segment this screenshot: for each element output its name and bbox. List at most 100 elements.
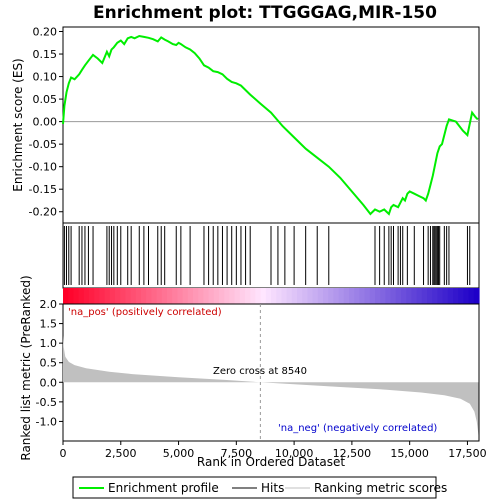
hit-marks <box>63 226 471 285</box>
x-tick-label: 12,500 <box>333 447 372 460</box>
color-bar-segment <box>297 288 303 304</box>
color-bar-segment <box>447 288 454 304</box>
color-bar-segment <box>307 288 314 304</box>
metric-panel-frame <box>62 303 480 442</box>
annotation-zero-cross: Zero cross at 8540 <box>213 366 307 377</box>
color-bar-segment <box>177 288 184 304</box>
color-bar-segment <box>271 288 277 304</box>
color-bar-segment <box>473 288 480 304</box>
color-bar-segment <box>115 288 121 304</box>
color-bar-segment <box>385 288 392 304</box>
color-bar-segment <box>406 288 412 304</box>
annotation-negative: 'na_neg' (negatively correlated) <box>278 423 437 434</box>
color-bar-segment <box>349 288 355 304</box>
metric-y-tick-label: -0.5 <box>36 396 57 409</box>
color-bar-segment <box>291 288 298 304</box>
metric-y-axis: 2.0 1.5 1.0 0.5 0.0 -0.5 -1.0 <box>36 298 63 428</box>
color-bar-segment <box>99 288 106 304</box>
x-axis-label: Rank in Ordered Dataset <box>197 455 345 469</box>
color-bar-segment <box>437 288 444 304</box>
color-bar-segment <box>229 288 236 304</box>
color-bar-segment <box>193 288 199 304</box>
color-bar-segment <box>453 288 459 304</box>
color-bar-segment <box>167 288 173 304</box>
color-bar-segment <box>125 288 132 304</box>
color-bar-segment <box>224 288 230 304</box>
color-bar-segment <box>89 288 95 304</box>
es-y-tick-label: 0.20 <box>33 26 58 39</box>
color-bar-segment <box>156 288 163 304</box>
color-bar-segment <box>161 288 168 304</box>
x-tick-label: 0 <box>60 447 67 460</box>
color-bar-segment <box>172 288 178 304</box>
annotation-positive: 'na_pos' (positively correlated) <box>68 307 222 318</box>
color-bar-segment <box>213 288 220 304</box>
x-tick-label: 15,000 <box>390 447 429 460</box>
legend-label-hits: Hits <box>261 481 284 495</box>
color-bar-segment <box>63 288 69 304</box>
color-bar-segment <box>458 288 464 304</box>
color-bar-segment <box>312 288 319 304</box>
legend: Enrichment profile Hits Ranking metric s… <box>79 481 447 495</box>
color-bar-segment <box>120 288 126 304</box>
color-bar-segment <box>364 288 371 304</box>
color-bar-segment <box>343 288 350 304</box>
color-bar-segment <box>73 288 80 304</box>
color-bar-segment <box>250 288 256 304</box>
metric-y-tick-label: -1.0 <box>36 415 57 428</box>
x-tick-label: 7,500 <box>221 447 253 460</box>
color-bar-segment <box>182 288 189 304</box>
es-y-tick-label: 0.00 <box>33 116 58 129</box>
es-y-tick-label: 0.10 <box>33 71 58 84</box>
color-bar-segment <box>208 288 215 304</box>
es-y-tick-label: 0.15 <box>33 48 58 61</box>
x-tick-label: 5,000 <box>163 447 195 460</box>
color-bar-segment <box>468 288 475 304</box>
color-bar-segment <box>328 288 334 304</box>
color-bar-segment <box>260 288 267 304</box>
color-bar-segment <box>255 288 262 304</box>
color-bar-segment <box>323 288 329 304</box>
es-y-tick-label: -0.10 <box>29 161 57 174</box>
es-y-tick-label: -0.15 <box>29 183 57 196</box>
color-bar-segment <box>380 288 386 304</box>
color-bar-segment <box>239 288 246 304</box>
chart-title: Enrichment plot: TTGGGAG,MIR-150 <box>93 3 437 23</box>
color-bar-segment <box>375 288 381 304</box>
ranking-metric-area <box>63 335 479 436</box>
es-y-axis-label: Enrichment score (ES) <box>11 58 25 191</box>
color-bar-segment <box>432 288 438 304</box>
es-y-axis: 0.20 0.15 0.10 0.05 0.00 -0.05 -0.10 -0.15 -0.20 <box>29 26 63 219</box>
metric-y-tick-label: 1.0 <box>40 337 58 350</box>
metric-y-tick-label: 0.0 <box>40 376 58 389</box>
color-bar-segment <box>395 288 402 304</box>
color-bar-segment <box>141 288 147 304</box>
color-bar-segment <box>302 288 308 304</box>
color-bar-segment <box>317 288 324 304</box>
es-y-tick-label: -0.05 <box>29 138 57 151</box>
metric-y-axis-label: Ranked list metric (PreRanked) <box>19 275 33 460</box>
es-panel-frame <box>62 26 480 224</box>
color-bar-segment <box>421 288 428 304</box>
color-bar-segment <box>401 288 407 304</box>
metric-y-tick-label: 2.0 <box>40 298 58 311</box>
color-bar-segment <box>146 288 152 304</box>
color-bar-segment <box>68 288 74 304</box>
es-y-tick-label: -0.20 <box>29 206 57 219</box>
color-bar-segment <box>203 288 210 304</box>
metric-y-tick-label: 1.5 <box>40 318 58 331</box>
color-bar-segment <box>83 288 90 304</box>
rank-color-bar <box>63 288 480 304</box>
color-bar-segment <box>416 288 423 304</box>
color-bar-segment <box>104 288 111 304</box>
color-bar-segment <box>359 288 366 304</box>
x-tick-label: 10,000 <box>275 447 314 460</box>
color-bar-segment <box>276 288 282 304</box>
color-bar-segment <box>390 288 397 304</box>
color-bar-segment <box>281 288 288 304</box>
color-bar-segment <box>94 288 100 304</box>
color-bar-segment <box>78 288 85 304</box>
legend-label-enrichment: Enrichment profile <box>108 481 219 495</box>
